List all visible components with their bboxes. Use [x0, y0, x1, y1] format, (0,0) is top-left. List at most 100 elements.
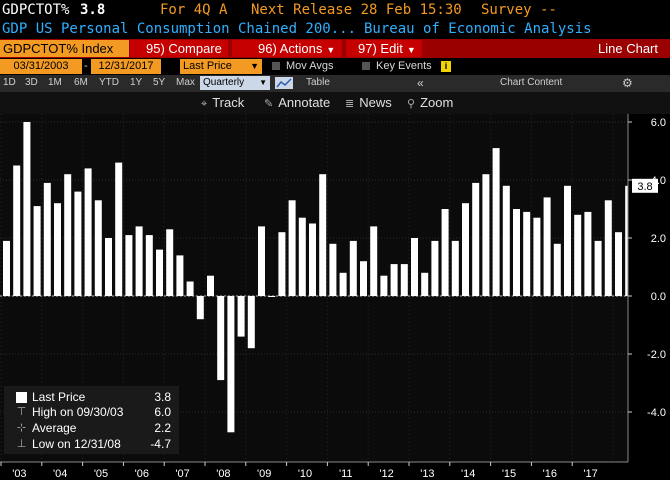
next-release: Next Release 28 Feb 15:30 — [251, 2, 462, 18]
compare-button[interactable]: 95) Compare — [130, 40, 228, 57]
period-1d[interactable]: 1D — [3, 77, 16, 88]
period-5y[interactable]: 5Y — [153, 77, 166, 88]
x-tick-label: '03 — [12, 468, 26, 480]
frequency-selector[interactable]: Quarterly ▼ — [200, 76, 270, 90]
bar — [574, 214, 582, 296]
bar — [482, 174, 490, 296]
chart-type-text: Line Chart — [598, 41, 658, 56]
legend-last-price-value: 3.8 — [154, 390, 171, 404]
search-icon: ⚲ — [407, 98, 416, 110]
bar — [13, 165, 21, 296]
security-header: GDPCTOT% 3.8 For 4Q A Next Release 28 Fe… — [0, 0, 670, 20]
chart-type-label[interactable]: Line Chart — [560, 40, 670, 57]
bar — [339, 272, 347, 296]
period-max[interactable]: Max — [176, 77, 195, 88]
end-date-field[interactable]: 12/31/2017 — [91, 59, 161, 74]
bar — [115, 162, 123, 296]
mov-avgs-toggle[interactable]: Mov Avgs — [272, 58, 334, 75]
ticker-label: GDPCTOT% — [2, 2, 70, 18]
x-tick-label: '09 — [257, 468, 271, 480]
bar — [462, 203, 469, 296]
legend-swatch — [16, 392, 27, 403]
news-label: News — [359, 95, 392, 110]
collapse-icon[interactable]: « — [417, 76, 424, 90]
function-toolbar: GDPCTOT% Index 95) Compare 96) Actions ▼ … — [0, 39, 670, 58]
x-tick-label: '11 — [339, 468, 353, 480]
bar — [411, 238, 418, 296]
field-selector[interactable]: Last Price ▼ — [180, 59, 262, 74]
bar — [513, 209, 520, 296]
line-chart-icon[interactable] — [275, 77, 293, 89]
frequency-text: Quarterly — [203, 77, 245, 88]
bar — [166, 229, 174, 296]
legend-low-value: -4.7 — [150, 437, 171, 451]
bar — [247, 296, 255, 349]
bar — [360, 261, 367, 296]
edit-button[interactable]: 97) Edit ▼ — [346, 40, 422, 57]
bar — [370, 226, 378, 296]
legend-last-price: Last Price 3.8 — [4, 390, 179, 405]
bar — [543, 197, 551, 296]
average-marker-icon: ⊹ — [16, 422, 27, 434]
x-tick-label: '12 — [379, 468, 393, 480]
survey-value: Survey -- — [481, 2, 557, 18]
table-view-button[interactable]: Table — [306, 77, 330, 88]
period-1y[interactable]: 1Y — [130, 77, 143, 88]
crosshair-icon: ⌖ — [201, 98, 208, 110]
annotate-tool[interactable]: ✎ Annotate — [264, 92, 330, 115]
bar — [156, 249, 163, 296]
news-tool[interactable]: ≣ News — [345, 92, 392, 115]
bar — [207, 275, 214, 296]
start-date-field[interactable]: 03/31/2003 — [0, 59, 82, 74]
x-tick-label: '06 — [135, 468, 149, 480]
period-1m[interactable]: 1M — [48, 77, 62, 88]
bar — [3, 240, 10, 296]
bar — [431, 240, 439, 296]
bar — [451, 240, 459, 296]
bar — [217, 296, 225, 381]
track-tool[interactable]: ⌖ Track — [201, 92, 244, 115]
legend-average-label: Average — [32, 421, 77, 435]
gear-icon[interactable]: ⚙ — [622, 76, 633, 90]
chart-content-button[interactable]: Chart Content — [500, 77, 563, 88]
checkbox-icon — [362, 62, 370, 71]
bar — [390, 264, 398, 296]
chevron-down-icon: ▼ — [259, 78, 267, 87]
bar — [278, 232, 286, 296]
period-3d[interactable]: 3D — [25, 77, 38, 88]
period-6m[interactable]: 6M — [74, 77, 88, 88]
bar — [553, 243, 561, 296]
field-selector-text: Last Price — [183, 60, 232, 72]
bar — [400, 264, 408, 296]
zoom-label: Zoom — [420, 95, 454, 110]
x-tick-label: '07 — [175, 468, 189, 480]
pencil-icon: ✎ — [264, 98, 274, 110]
edit-label: 97) Edit — [358, 41, 403, 56]
security-field[interactable]: GDPCTOT% Index — [0, 40, 129, 57]
legend-low: ⊥ Low on 12/31/08 -4.7 — [4, 437, 179, 452]
key-events-toggle[interactable]: Key Events — [362, 58, 432, 75]
bar — [23, 122, 31, 296]
bar — [329, 243, 337, 296]
zoom-tool[interactable]: ⚲ Zoom — [407, 92, 453, 115]
x-tick-label: '15 — [502, 468, 516, 480]
chevron-down-icon: ▼ — [250, 61, 259, 71]
period-ytd[interactable]: YTD — [99, 77, 119, 88]
bar — [237, 296, 245, 337]
bar — [533, 217, 541, 296]
actions-button[interactable]: 96) Actions ▼ — [232, 40, 342, 57]
track-label: Track — [212, 95, 245, 110]
key-events-label: Key Events — [376, 60, 432, 72]
mov-avgs-label: Mov Avgs — [286, 60, 334, 72]
info-icon[interactable]: i — [441, 61, 451, 72]
low-marker-icon: ⊥ — [16, 438, 27, 450]
x-axis-area — [0, 462, 670, 480]
last-value-tag — [632, 178, 658, 193]
bar — [502, 185, 510, 296]
bar — [441, 209, 449, 296]
y-tick-label: 2.0 — [651, 233, 666, 245]
range-dash: - — [84, 60, 88, 72]
bar — [268, 296, 276, 297]
bar — [84, 168, 92, 296]
news-icon: ≣ — [345, 98, 355, 110]
